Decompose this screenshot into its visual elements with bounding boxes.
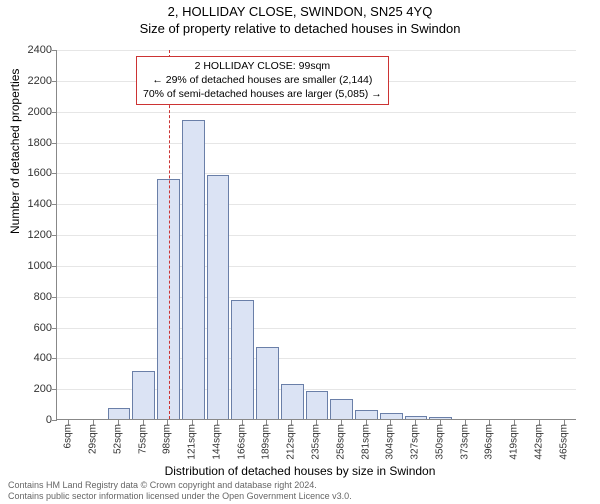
histogram-bar [405,416,428,419]
ytick-label: 0 [12,414,52,426]
ytick-label: 1000 [12,260,52,272]
ytick-label: 2400 [12,44,52,56]
ytick-label: 1400 [12,198,52,210]
footer-line-1: Contains HM Land Registry data © Crown c… [8,480,352,491]
histogram-bar [256,347,279,419]
ytick-mark [52,297,57,298]
annotation-line-2: ← 29% of detached houses are smaller (2,… [143,73,382,87]
chart-area: 2 HOLLIDAY CLOSE: 99sqm ← 29% of detache… [56,50,576,420]
xtick-label: 442sqm [533,424,544,460]
histogram-bar [132,371,155,419]
xtick-label: 350sqm [434,424,445,460]
xtick-label: 6sqm [63,424,74,448]
xtick-label: 281sqm [360,424,371,460]
ytick-mark [52,420,57,421]
ytick-label: 400 [12,352,52,364]
ytick-mark [52,81,57,82]
ytick-label: 200 [12,383,52,395]
ytick-mark [52,173,57,174]
chart-container: 2, HOLLIDAY CLOSE, SWINDON, SN25 4YQ Siz… [0,4,600,504]
page-title: 2, HOLLIDAY CLOSE, SWINDON, SN25 4YQ [0,4,600,19]
ytick-label: 2000 [12,106,52,118]
xtick-label: 212sqm [286,424,297,460]
gridline [57,358,576,359]
xtick-label: 29sqm [88,424,99,454]
ytick-mark [52,235,57,236]
xtick-label: 373sqm [459,424,470,460]
gridline [57,266,576,267]
ytick-mark [52,50,57,51]
histogram-bar [355,410,378,419]
annotation-line-3: 70% of semi-detached houses are larger (… [143,87,382,101]
xtick-label: 396sqm [484,424,495,460]
ytick-label: 1800 [12,137,52,149]
ytick-label: 2200 [12,75,52,87]
ytick-label: 600 [12,322,52,334]
xtick-label: 465sqm [558,424,569,460]
annotation-line-1: 2 HOLLIDAY CLOSE: 99sqm [143,59,382,73]
xtick-label: 235sqm [311,424,322,460]
xtick-label: 189sqm [261,424,272,460]
ytick-mark [52,358,57,359]
xtick-label: 121sqm [187,424,198,460]
footer-attribution: Contains HM Land Registry data © Crown c… [8,480,352,502]
histogram-bar [207,175,230,419]
gridline [57,112,576,113]
xtick-label: 75sqm [137,424,148,454]
x-axis-label: Distribution of detached houses by size … [0,464,600,478]
gridline [57,173,576,174]
xtick-label: 166sqm [236,424,247,460]
gridline [57,235,576,236]
xtick-label: 419sqm [509,424,520,460]
ytick-label: 1200 [12,229,52,241]
gridline [57,50,576,51]
histogram-bar [157,179,180,420]
ytick-label: 800 [12,291,52,303]
ytick-mark [52,143,57,144]
xtick-label: 327sqm [410,424,421,460]
gridline [57,204,576,205]
histogram-bar [281,384,304,419]
gridline [57,143,576,144]
histogram-bar [429,417,452,419]
xtick-label: 98sqm [162,424,173,454]
histogram-bar [231,300,254,419]
histogram-bar [330,399,353,419]
chart-subtitle: Size of property relative to detached ho… [0,21,600,36]
annotation-box: 2 HOLLIDAY CLOSE: 99sqm ← 29% of detache… [136,56,389,105]
histogram-bar [182,120,205,419]
histogram-bar [108,408,131,419]
footer-line-2: Contains public sector information licen… [8,491,352,502]
property-marker-line [169,50,170,419]
histogram-bar [306,391,329,419]
ytick-mark [52,266,57,267]
histogram-bar [380,413,403,419]
gridline [57,297,576,298]
xtick-label: 52sqm [112,424,123,454]
ytick-mark [52,328,57,329]
ytick-mark [52,204,57,205]
ytick-mark [52,112,57,113]
plot-region [56,50,576,420]
xtick-label: 258sqm [335,424,346,460]
ytick-label: 1600 [12,167,52,179]
xtick-label: 144sqm [211,424,222,460]
xtick-label: 304sqm [385,424,396,460]
ytick-mark [52,389,57,390]
gridline [57,328,576,329]
